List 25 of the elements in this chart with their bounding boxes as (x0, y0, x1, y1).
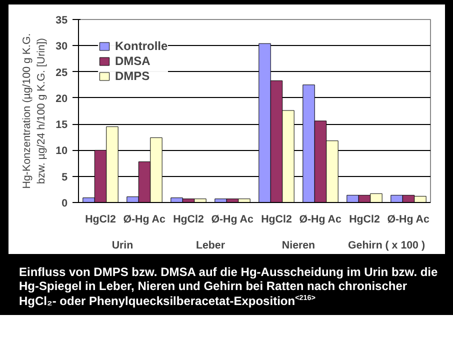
legend-label: Kontrolle (115, 39, 168, 53)
legend-label: DMSA (115, 54, 150, 68)
y-tick-label: 25 (56, 66, 68, 79)
text: Nieren (282, 240, 316, 252)
y-tick-label: 0 (62, 198, 68, 210)
text: Urin (112, 240, 134, 252)
x-tick-label: Ø-Hg Ac (123, 214, 166, 226)
text: Einfluss von DMPS bzw. DMSA auf die Hg-Ausscheidung im Urin bzw. die Hg-Spiegel in Leber, Nieren und Gehirn bei Ratten nach chronischer HgCl₂- oder Phenylquecksilberacetat-Exposition$^{<216>}$ (19, 265, 439, 308)
text: Gehirn ( x 100 ) (348, 240, 426, 252)
y-tick-label: 35 (56, 14, 68, 26)
text: Leber (196, 240, 226, 252)
x-tick-label: HgCl2 (349, 214, 380, 226)
x-tick-label: Ø-Hg Ac (387, 214, 430, 226)
x-tick-label: HgCl2 (173, 214, 204, 226)
y-tick-label: 5 (62, 171, 68, 184)
y-tick-label: 15 (56, 119, 68, 132)
x-tick-label: Ø-Hg Ac (299, 214, 342, 226)
y-tick-label: 30 (56, 40, 68, 53)
legend-label: DMPS (115, 69, 150, 83)
x-tick-label: HgCl2 (85, 214, 116, 226)
y-axis-title: Hg-Konzentration (µg/100 g K.G. bzw. µg/24 h/100 g K.G. [Urin]) (21, 33, 48, 189)
x-tick-label: HgCl2 (261, 214, 292, 226)
y-tick-label: 20 (56, 92, 68, 105)
y-tick-label: 10 (56, 145, 68, 158)
x-tick-label: Ø-Hg Ac (211, 214, 254, 226)
